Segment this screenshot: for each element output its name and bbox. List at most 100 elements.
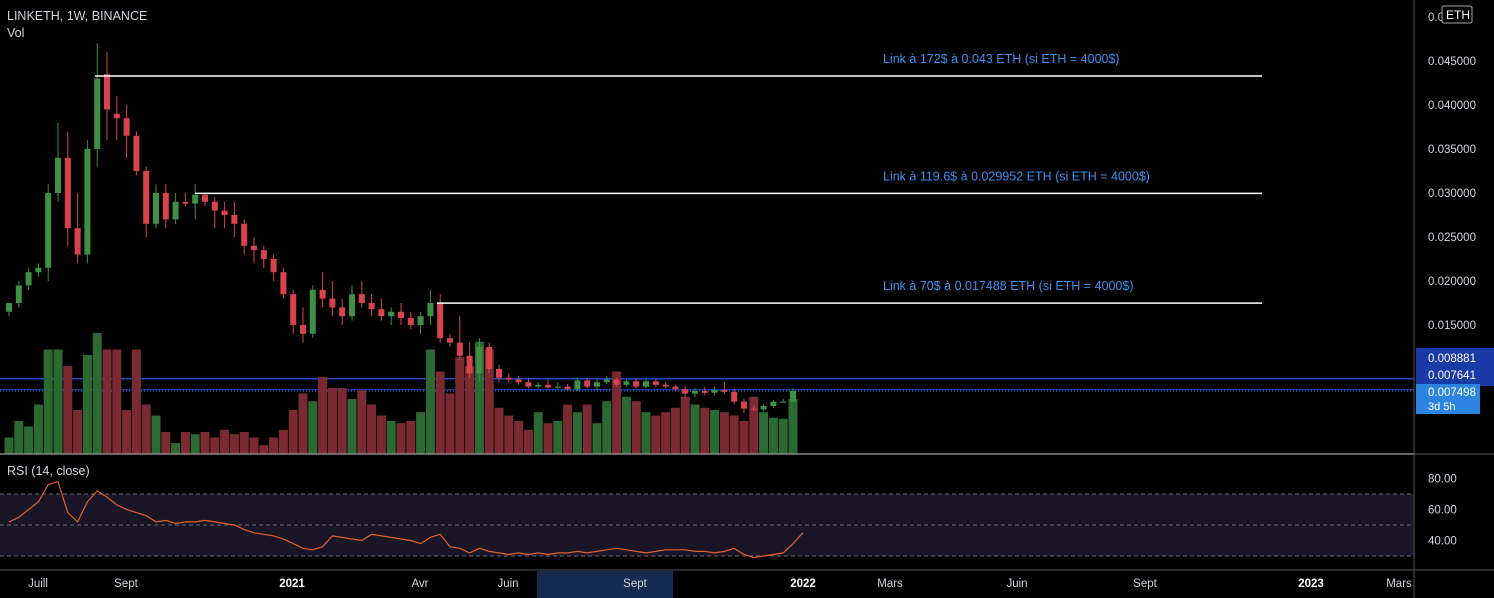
- candle-body: [241, 223, 248, 246]
- y-tick-label: 0.025000: [1428, 232, 1476, 244]
- candle-body: [55, 157, 61, 193]
- volume-bar: [53, 349, 63, 454]
- candle-body: [447, 338, 453, 343]
- candle-body: [721, 390, 728, 392]
- volume-bar: [494, 407, 504, 454]
- candle-body: [202, 194, 208, 202]
- volume-bar: [141, 404, 151, 454]
- rsi-guides: [0, 493, 1414, 557]
- candle-body: [486, 347, 493, 369]
- x-tick-label: Juill: [28, 578, 48, 590]
- candle-body: [437, 303, 444, 339]
- volume-bar: [563, 404, 573, 454]
- rsi-tick-label: 60.00: [1428, 505, 1457, 517]
- high-line-value: 0.008881: [1428, 353, 1476, 365]
- volume-bar: [151, 415, 161, 454]
- candle-body: [388, 311, 395, 317]
- high-line-badge: [1416, 348, 1494, 386]
- candle-body: [260, 250, 267, 259]
- candle-body: [172, 201, 179, 220]
- volume-bar: [416, 412, 426, 454]
- volume-bar: [200, 432, 210, 454]
- candle-body: [476, 347, 483, 374]
- candle-body: [496, 369, 502, 378]
- y-tick-label: 0.045000: [1428, 56, 1476, 68]
- x-tick-label: 2023: [1298, 578, 1324, 590]
- currency-button-label[interactable]: ETH: [1446, 8, 1470, 22]
- volume-label: Vol: [7, 26, 24, 40]
- volume-bar: [729, 415, 739, 454]
- volume-bar: [318, 377, 328, 454]
- rsi-tick-label: 40.00: [1428, 536, 1457, 548]
- volume-bar: [700, 407, 710, 454]
- volume-bar: [43, 349, 53, 454]
- volume-bar: [710, 410, 720, 454]
- volume-bar: [24, 426, 34, 454]
- candle-body: [711, 390, 718, 393]
- candle-body: [378, 309, 385, 317]
- volume-bars: [4, 333, 798, 454]
- rsi-line: [8, 480, 804, 559]
- volume-bar: [288, 410, 298, 454]
- candle-body: [309, 289, 316, 334]
- y-tick-label: 0.035000: [1428, 144, 1476, 156]
- candle-body: [535, 384, 542, 387]
- volume-bar: [690, 404, 700, 454]
- volume-bar: [4, 437, 14, 454]
- candle-body: [594, 382, 600, 387]
- x-tick-label: 2021: [279, 578, 305, 590]
- currency-button[interactable]: ETH: [1441, 5, 1473, 24]
- volume-bar: [357, 390, 367, 454]
- volume-bar: [474, 341, 484, 454]
- candle-body: [456, 342, 463, 356]
- volume-bar: [602, 401, 612, 454]
- candle-body: [731, 391, 738, 402]
- volume-bar: [631, 401, 641, 454]
- volume-bar: [92, 333, 102, 454]
- volume-bar: [171, 443, 181, 454]
- volume-bar: [553, 421, 563, 454]
- candle-body: [231, 215, 238, 224]
- rsi-axis-ticks: 80.00 60.00 40.00: [1428, 474, 1457, 548]
- y-axis-ticks: 0.045000 0.040000 0.035000 0.030000 0.025000…: [1428, 12, 1476, 376]
- volume-bar: [612, 371, 622, 454]
- volume-bar: [112, 349, 122, 454]
- candle-body: [192, 194, 199, 204]
- volume-bar: [661, 412, 671, 454]
- volume-bar: [543, 423, 553, 454]
- volume-bar: [739, 421, 749, 454]
- candle-body: [25, 272, 32, 286]
- candle-body: [652, 381, 659, 385]
- candle-body: [300, 325, 306, 334]
- x-tick-label: Avr: [411, 578, 428, 590]
- candle-body: [584, 380, 591, 387]
- x-tick-label: 2022: [790, 578, 816, 590]
- candle-body: [760, 406, 767, 410]
- candle-body: [417, 316, 424, 325]
- annotation-label: Link à 70$ à 0.017488 ETH (si ETH = 4000…: [883, 279, 1134, 293]
- candle-body: [162, 193, 169, 220]
- candle-body: [750, 408, 757, 410]
- rsi-label: RSI (14, close): [7, 464, 90, 478]
- volume-bar: [82, 355, 92, 454]
- annotation-label: Link à 119.6$ à 0.029952 ETH (si ETH = 4…: [883, 169, 1150, 183]
- volume-bar: [190, 434, 200, 454]
- volume-bar: [641, 412, 651, 454]
- x-tick-label: Juin: [1006, 578, 1027, 590]
- volume-bar: [229, 434, 239, 454]
- candle-body: [741, 401, 747, 409]
- candle-body: [251, 245, 257, 251]
- volume-bar: [239, 432, 249, 454]
- candle-body: [358, 294, 365, 303]
- candle-body: [564, 386, 571, 390]
- candle-body: [280, 272, 287, 295]
- volume-bar: [621, 396, 631, 454]
- candle-body: [349, 294, 355, 317]
- y-tick-label: 0.040000: [1428, 100, 1476, 112]
- candle-body: [133, 135, 140, 171]
- candle-body: [682, 389, 689, 394]
- candle-body: [427, 303, 434, 317]
- volume-bar: [680, 396, 690, 454]
- annotation-label: Link à 172$ à 0.043 ETH (si ETH = 4000$): [883, 52, 1120, 66]
- candle-body: [672, 386, 679, 390]
